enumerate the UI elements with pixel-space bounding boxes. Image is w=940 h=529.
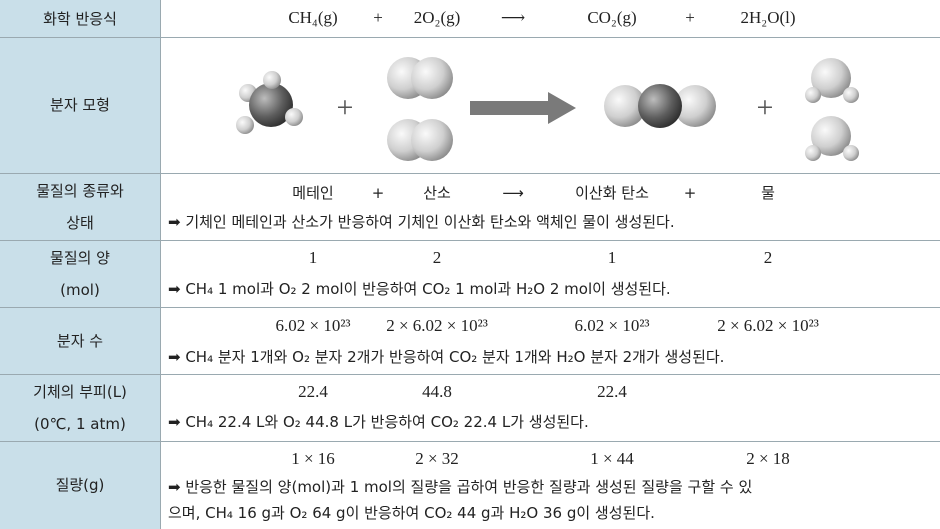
- item: CO₂(g): [587, 8, 637, 27]
- divider: [160, 0, 161, 529]
- item: 2 × 6.02 × 10²³: [386, 316, 488, 335]
- item: 2 × 32: [415, 449, 459, 468]
- item: +: [756, 91, 774, 124]
- row-divider: [0, 240, 940, 241]
- item: +: [336, 91, 354, 124]
- note: ➡ 반응한 물질의 양(mol)과 1 mol의 질량을 곱하여 반응한 질량과…: [168, 478, 753, 496]
- item: ⟶: [502, 184, 524, 202]
- item: 6.02 × 10²³: [574, 316, 650, 335]
- oxygen: [387, 57, 453, 161]
- row-divider: [0, 37, 940, 38]
- row-label: 상태: [66, 213, 94, 232]
- item: 2: [432, 248, 442, 267]
- note: ➡ 기체인 메테인과 산소가 반응하여 기체인 이산화 탄소와 액체인 물이 생…: [168, 213, 675, 231]
- item: 산소: [423, 184, 451, 202]
- note: ➡ CH₄ 22.4 L와 O₂ 44.8 L가 반응하여 CO₂ 22.4 L…: [168, 413, 589, 431]
- item: 22.4: [597, 382, 627, 401]
- item: 이산화 탄소: [575, 184, 649, 202]
- item: 2 × 18: [746, 449, 790, 468]
- row-divider: [0, 441, 940, 442]
- row-label: 분자 모형: [50, 96, 110, 114]
- item: 1: [308, 248, 318, 267]
- item: 1: [607, 248, 617, 267]
- row-label: (mol): [60, 280, 100, 299]
- note: ➡ CH₄ 분자 1개와 O₂ 분자 2개가 반응하여 CO₂ 분자 1개와 H…: [168, 348, 725, 366]
- row-label: 화학 반응식: [43, 9, 117, 28]
- item: 2H₂O(l): [740, 8, 796, 27]
- item: +: [685, 8, 695, 27]
- row-divider: [0, 374, 940, 375]
- item: 메테인: [292, 184, 334, 202]
- item: CH₄(g): [288, 8, 338, 27]
- item: +: [373, 8, 383, 27]
- item: 2 × 6.02 × 10²³: [717, 316, 819, 335]
- note: 으며, CH₄ 16 g과 O₂ 64 g이 반응하여 CO₂ 44 g과 H₂…: [168, 504, 655, 522]
- item: 22.4: [298, 382, 328, 401]
- item: 물: [761, 184, 775, 202]
- note: ➡ CH₄ 1 mol과 O₂ 2 mol이 반응하여 CO₂ 1 mol과 H…: [168, 280, 671, 298]
- arrow: [470, 92, 576, 124]
- item: 44.8: [422, 382, 452, 401]
- row-label: (0℃, 1 atm): [34, 414, 126, 433]
- water: [805, 58, 859, 161]
- row-label: 기체의 부피(L): [33, 382, 127, 401]
- item: +: [683, 184, 697, 202]
- row-label: 분자 수: [56, 331, 104, 350]
- row-label: 물질의 양: [50, 248, 110, 267]
- item: ⟶: [500, 8, 526, 27]
- item: 6.02 × 10²³: [275, 316, 351, 335]
- item: 2O₂(g): [413, 8, 461, 27]
- label-column: [0, 0, 160, 529]
- item: +: [371, 184, 385, 202]
- item: 2: [763, 248, 773, 267]
- carbon-dioxide: [604, 84, 716, 128]
- row-divider: [0, 173, 940, 174]
- row-label: 물질의 종류와: [36, 181, 124, 200]
- item: 1 × 44: [590, 449, 634, 468]
- item: 1 × 16: [291, 449, 335, 468]
- methane: [236, 71, 303, 134]
- row-label: 질량(g): [55, 476, 105, 494]
- row-divider: [0, 307, 940, 308]
